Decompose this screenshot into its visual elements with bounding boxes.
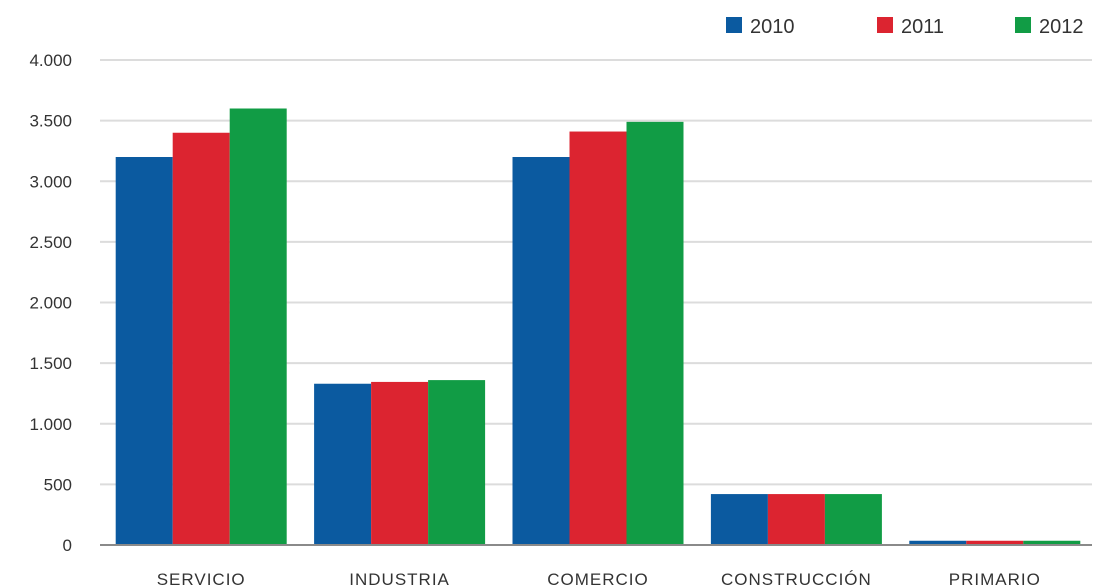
x-axis: SERVICIO INDUSTRIA COMERCIO CONSTRUCCIÓN PRI… — [100, 544, 1092, 587]
bar-2012 — [229, 108, 287, 545]
bar-2012 — [428, 380, 486, 545]
legend-label: 2012 — [1039, 16, 1084, 38]
bar-2010 — [909, 540, 967, 545]
x-category-label: INDUSTRIA — [349, 570, 450, 587]
bar-2012 — [626, 121, 684, 546]
x-category-label: COMERCIO — [547, 570, 649, 587]
y-tick-label: 2.000 — [29, 294, 72, 313]
bar-2010 — [314, 383, 372, 545]
bar-2012 — [1023, 540, 1081, 545]
bars — [115, 108, 1081, 546]
legend-label: 2010 — [750, 16, 795, 38]
legend: 2010 2011 2012 — [726, 16, 1084, 38]
bar-2011 — [371, 381, 429, 545]
legend-swatch — [1015, 17, 1031, 33]
bar-2010 — [115, 157, 173, 545]
bar-2012 — [824, 494, 882, 545]
y-tick-label: 3.000 — [29, 172, 72, 191]
x-category-label: PRIMARIO — [949, 570, 1041, 587]
bar-2010 — [512, 157, 570, 545]
legend-swatch — [726, 17, 742, 33]
legend-swatch — [877, 17, 893, 33]
x-category-label: CONSTRUCCIÓN — [721, 570, 872, 587]
y-tick-label: 500 — [44, 475, 72, 494]
bar-2011 — [172, 132, 230, 545]
y-tick-label: 4.000 — [29, 51, 72, 70]
y-axis: 0 500 1.000 1.500 2.000 2.500 3.000 3.500 4.000 — [29, 51, 72, 555]
bar-2010 — [710, 494, 768, 545]
y-tick-label: 1.000 — [29, 415, 72, 434]
y-tick-label: 0 — [63, 536, 72, 555]
x-category-label: SERVICIO — [157, 570, 246, 587]
bar-2011 — [767, 494, 825, 545]
y-tick-label: 3.500 — [29, 112, 72, 131]
y-tick-label: 2.500 — [29, 233, 72, 252]
bar-2011 — [966, 540, 1024, 545]
bar-2011 — [569, 131, 627, 545]
y-tick-label: 1.500 — [29, 354, 72, 373]
legend-label: 2011 — [901, 16, 944, 38]
